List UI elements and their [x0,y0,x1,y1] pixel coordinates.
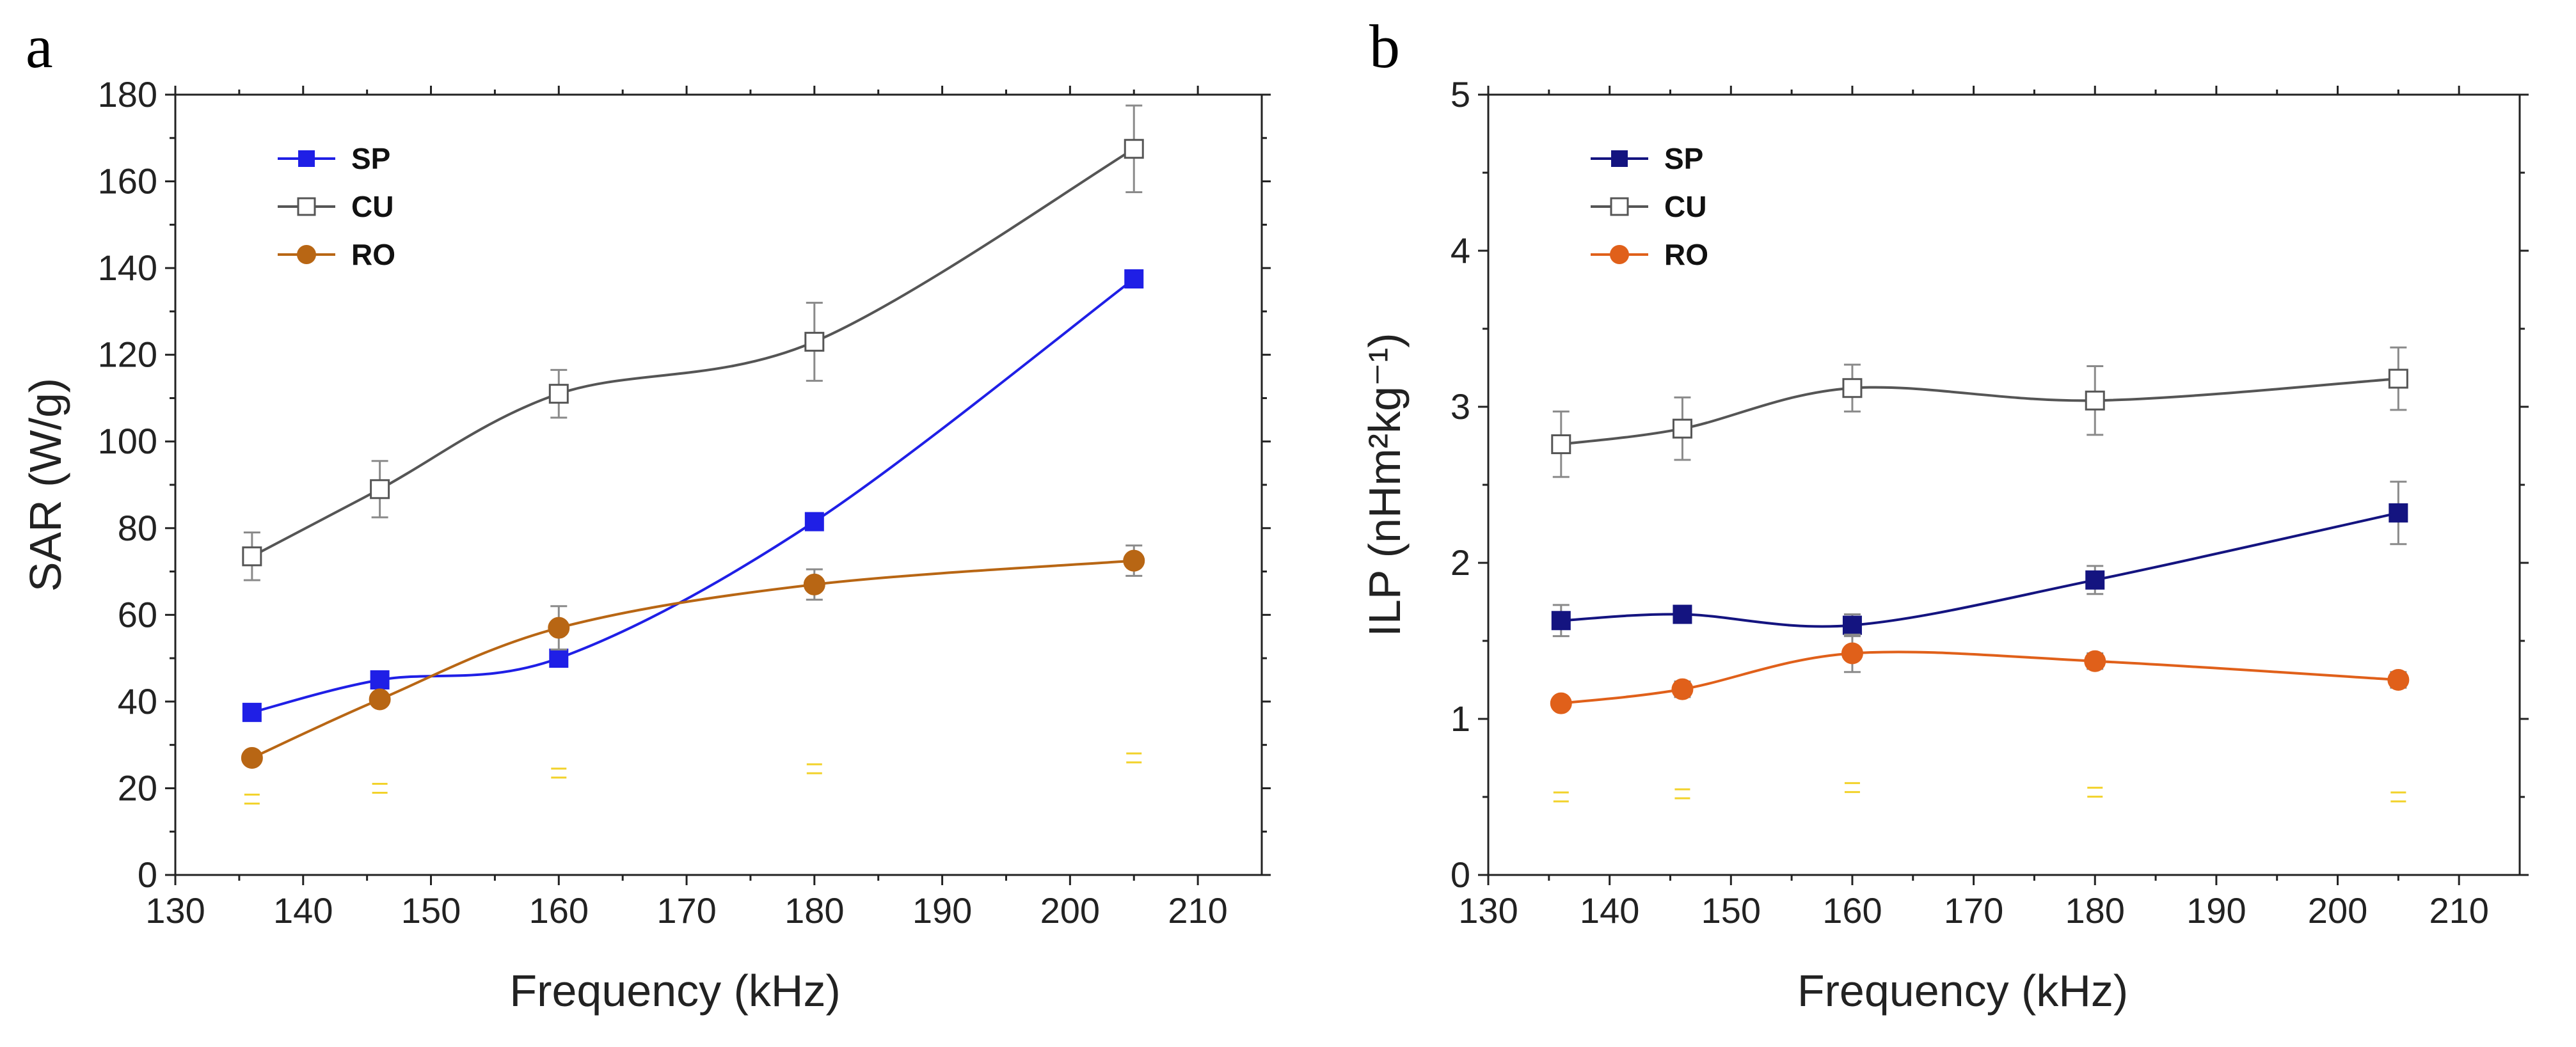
a-x-tick-label: 130 [145,890,205,931]
panel-b-chart: 130 140 150 160 170 180 190 200 210 0 1 2 3 4 5 Frequen… [1360,74,2529,1016]
a-series-sp-point [1124,269,1144,289]
b-series-sp-point [1842,615,1862,635]
a-legend-item-ro: RO [278,238,395,271]
a-legend-marker-ro [297,245,316,264]
b-series-cu-point [2085,390,2105,411]
a-plot-frame [174,93,1263,876]
a-x-tick-label: 160 [529,890,589,931]
a-x-tick-label: 150 [401,890,461,931]
panel-b-letter: b [1369,12,1400,81]
b-x-tick-label: 180 [2065,890,2125,931]
b-series-ro-point [2387,669,2410,691]
b-x-tick-label: 170 [1944,890,2003,931]
a-y-tick-label: 20 [118,768,157,808]
a-y-tick-label: 80 [118,508,157,548]
a-legend-item-sp: SP [278,142,390,175]
a-legend-marker-sp [298,150,315,167]
b-x-axis-title: Frequency (kHz) [1797,966,2128,1016]
b-legend-label-cu: CU [1664,190,1706,223]
b-y-tick-label: 5 [1451,74,1470,114]
a-y-tick-label: 0 [138,854,157,895]
b-series-cu-point [1551,434,1571,455]
b-series-sp-point [2389,503,2408,523]
a-y-tick-label: 120 [98,335,157,375]
a-x-tick-label: 140 [273,890,333,931]
a-legend-marker-cu [297,197,316,216]
a-series-ro-point [803,573,825,595]
a-series-ro-line [251,559,1134,759]
b-x-tick-label: 190 [2186,890,2246,931]
a-series-ro-point [369,688,391,711]
b-y-tick-label: 1 [1451,698,1470,739]
a-y-tick-label: 180 [98,74,157,114]
b-x-tick-label: 130 [1458,890,1518,931]
a-y-tick-label: 100 [98,421,157,461]
a-x-tick-label: 210 [1168,890,1227,931]
a-series-ro-point [241,747,263,769]
a-y-tick-label: 140 [98,248,157,288]
a-legend-label-ro: RO [351,238,395,271]
b-series-ro-point [1671,678,1694,700]
b-legend-item-cu: CU [1591,190,1706,223]
b-x-tick-label: 200 [2308,890,2367,931]
a-series-cu-point [804,331,825,352]
b-x-tick-label: 160 [1822,890,1882,931]
a-y-axis-title: SAR (W/g) [20,378,70,592]
b-series-cu-point [1842,378,1863,398]
a-series-cu-point [242,546,262,567]
a-series-cu-point [370,479,390,500]
b-y-axis-title: ILP (nHm²kg⁻¹) [1360,333,1410,636]
b-series-cu-point [2388,368,2408,389]
a-series-ro-point [548,617,570,639]
a-legend-label-sp: SP [351,142,390,175]
a-series-sp-point [549,649,569,668]
b-y-tick-label: 2 [1451,542,1470,583]
b-series-cu-point [1672,418,1692,439]
a-series-ro-point [1123,549,1145,572]
b-series-cu-line [1561,377,2399,446]
a-x-tick-label: 180 [784,890,844,931]
a-x-tick-label: 200 [1040,890,1100,931]
b-series-ro-line [1561,650,2399,705]
b-series-sp-point [1673,604,1692,624]
a-series-cu-point [1124,139,1144,159]
panel-a-chart: 130 140 150 160 170 180 190 200 210 0 20 40 60 80 100 1… [20,74,1271,1016]
a-legend-item-cu: CU [278,190,394,223]
a-x-tick-label: 170 [656,890,716,931]
a-x-tick-label: 190 [912,890,972,931]
a-y-tick-label: 40 [118,681,157,721]
b-legend-label-ro: RO [1664,238,1708,271]
b-legend-marker-cu [1610,197,1629,216]
a-series-sp-point [242,702,262,722]
a-series-sp-line [251,278,1135,714]
a-x-axis-title: Frequency (kHz) [509,966,840,1016]
b-legend-item-ro: RO [1591,238,1708,271]
b-y-tick-label: 3 [1451,386,1470,427]
b-legend-item-sp: SP [1591,142,1703,175]
a-series-sp-point [804,512,824,531]
b-series-ro-point [1841,642,1863,665]
b-legend-marker-ro [1610,245,1629,264]
b-legend-label-sp: SP [1664,142,1703,175]
a-y-tick-label: 160 [98,161,157,201]
b-x-tick-label: 210 [2429,890,2488,931]
a-series-cu-line [251,148,1135,558]
b-series-ro-point [2084,650,2106,672]
b-series-sp-point [1551,611,1571,631]
b-y-tick-label: 4 [1451,230,1470,271]
b-series-sp-line [1561,511,2399,628]
a-series-sp-point [370,670,390,689]
b-legend-marker-sp [1611,150,1628,167]
b-series-ro-point [1550,692,1572,714]
panel-a-letter: a [26,12,53,81]
b-series-sp-point [2085,570,2105,590]
b-x-tick-label: 140 [1580,890,1639,931]
b-plot-frame [1487,93,2521,876]
b-y-tick-label: 0 [1451,854,1470,895]
a-y-tick-label: 60 [118,594,157,634]
a-legend-label-cu: CU [351,190,394,223]
b-x-tick-label: 150 [1701,890,1761,931]
a-series-cu-point [548,384,569,404]
